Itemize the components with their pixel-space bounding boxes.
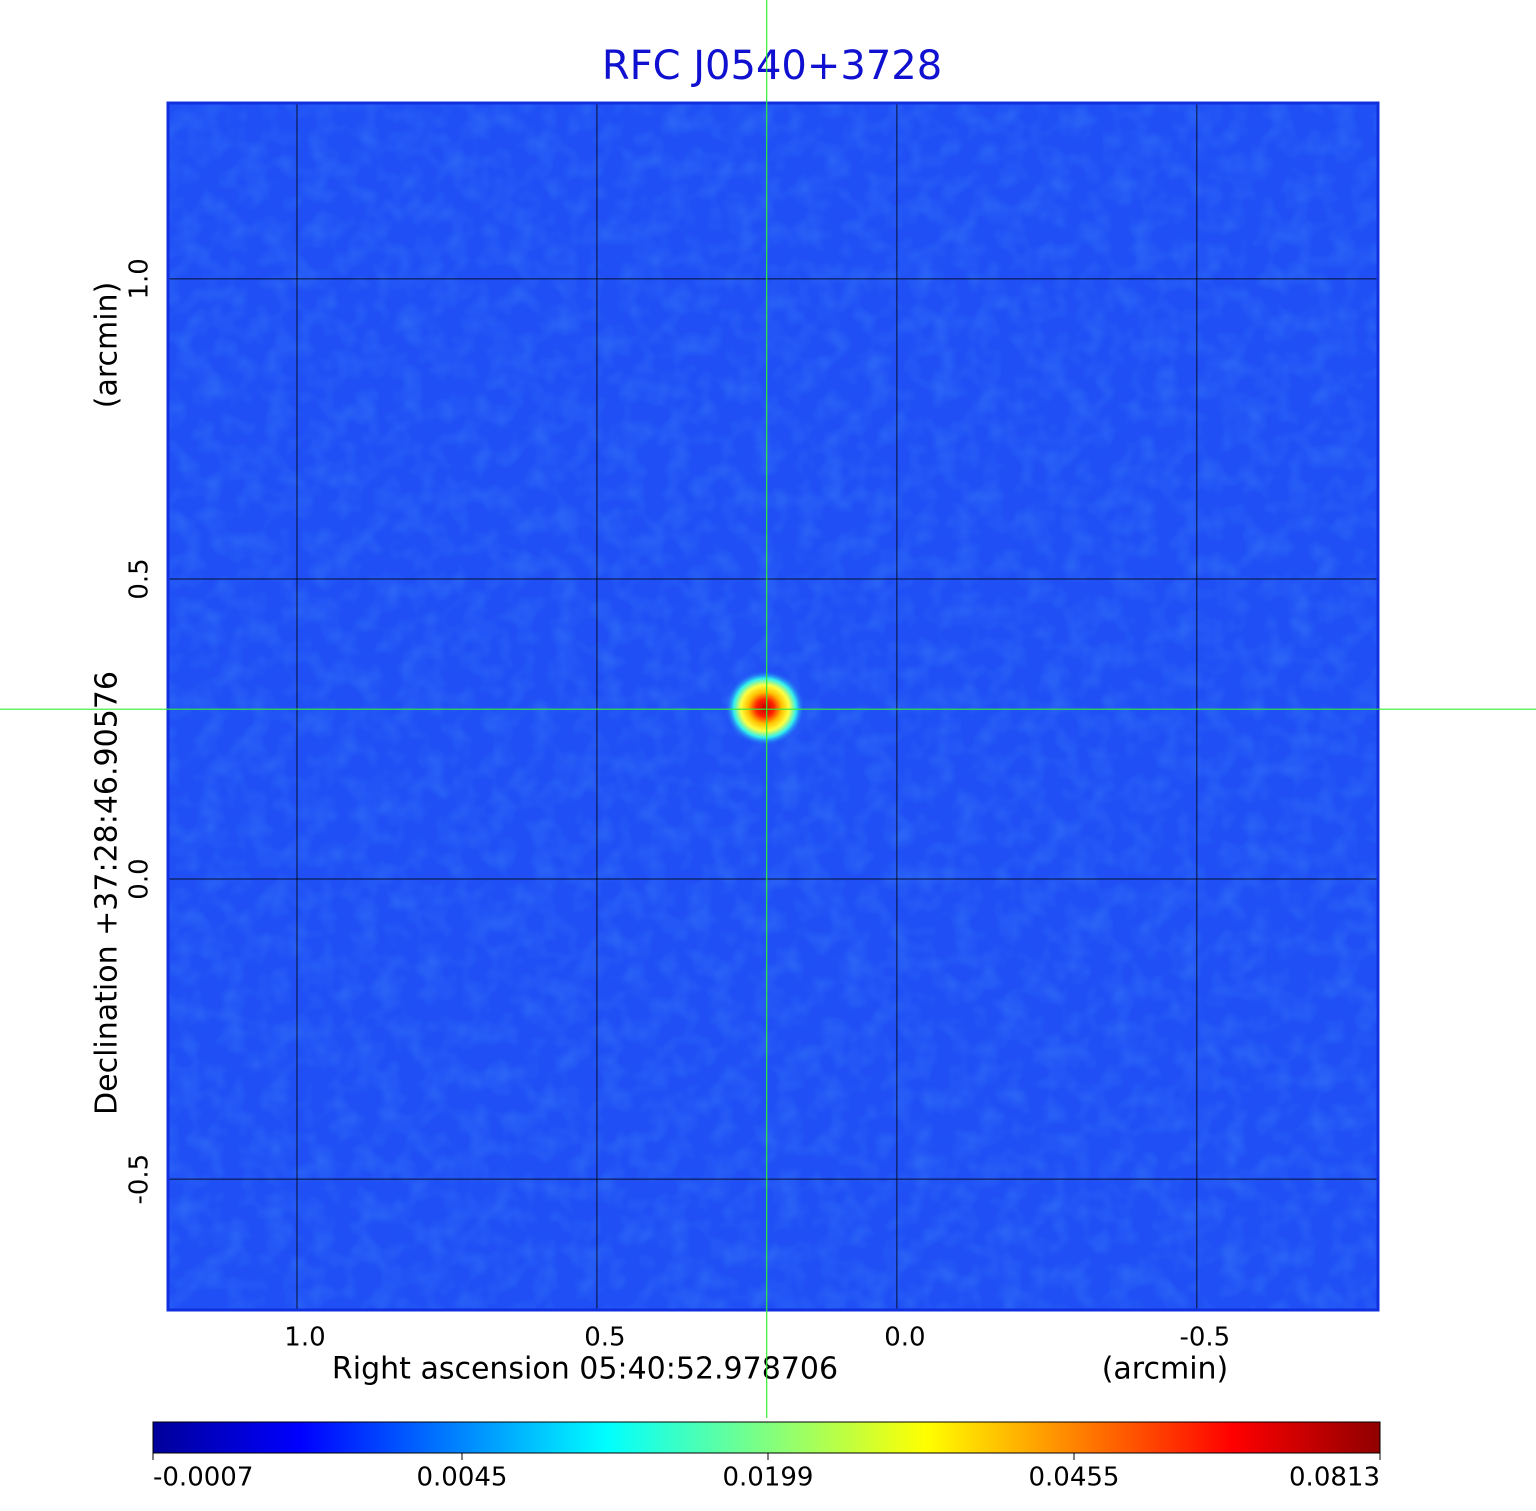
colorbar <box>152 1421 1381 1454</box>
y-axis-unit: (arcmin) <box>90 282 125 409</box>
y-tick-label: 0.5 <box>125 558 155 599</box>
colorbar-tick-label: 0.0455 <box>1029 1463 1120 1493</box>
colorbar-tick-label: -0.0007 <box>153 1463 253 1493</box>
x-tick-label: 0.5 <box>584 1323 625 1353</box>
y-tick-label: -0.5 <box>125 1154 155 1205</box>
y-tick-label: 1.0 <box>125 258 155 299</box>
colorbar-tick-label: 0.0045 <box>416 1463 507 1493</box>
x-axis-unit: (arcmin) <box>1102 1352 1229 1387</box>
plot-frame <box>166 101 1380 1312</box>
colorbar-tick-label: 0.0813 <box>1289 1463 1380 1493</box>
x-tick-label: -0.5 <box>1179 1323 1230 1353</box>
colorbar-tick-label: 0.0199 <box>723 1463 814 1493</box>
chart-title: RFC J0540+3728 <box>602 43 942 89</box>
source <box>724 670 805 747</box>
x-axis-label: Right ascension 05:40:52.978706 <box>332 1352 838 1387</box>
x-tick-label: 0.0 <box>884 1323 925 1353</box>
x-tick-label: 1.0 <box>284 1323 325 1353</box>
y-axis-label: Declination +37:28:46.90576 <box>90 671 125 1115</box>
y-tick-label: 0.0 <box>125 858 155 899</box>
